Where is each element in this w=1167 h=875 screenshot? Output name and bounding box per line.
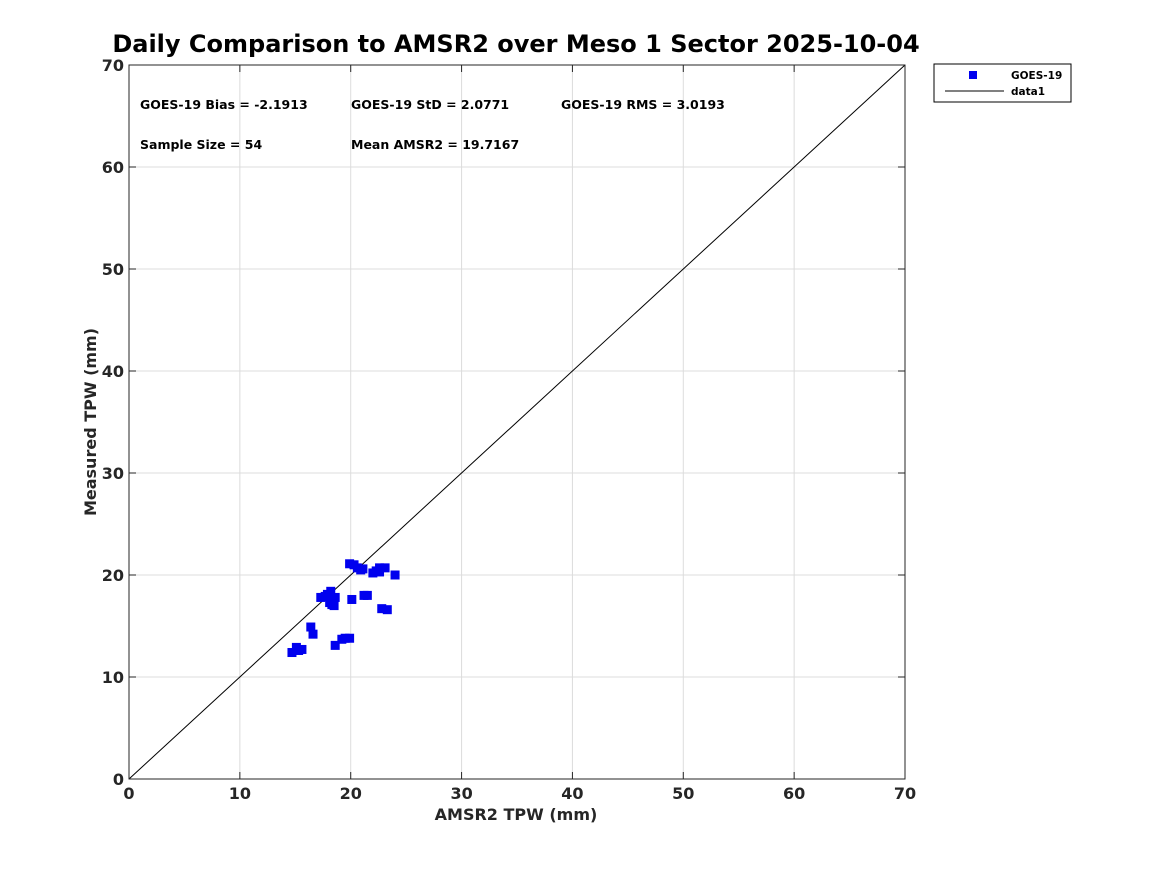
data-point [345, 633, 355, 643]
y-tick-label: 10 [102, 668, 124, 687]
legend-label-goes19: GOES-19 [1011, 70, 1062, 82]
data-point [380, 563, 390, 573]
data-point [326, 586, 336, 596]
data1-line [128, 64, 906, 780]
y-tick-label: 50 [102, 260, 124, 279]
data-point [330, 640, 340, 650]
y-tick-label: 70 [102, 56, 124, 75]
data-point [362, 590, 372, 600]
tick-labels: 0 10 20 30 40 50 60 70 0 10 20 30 40 50 60 70 [102, 56, 916, 803]
legend-box [933, 63, 1072, 103]
data-point [329, 601, 339, 611]
data-point [390, 570, 400, 580]
legend-label-data1: data1 [1011, 86, 1045, 98]
x-tick-label: 70 [894, 784, 916, 803]
data-point [297, 644, 307, 654]
y-tick-label: 40 [102, 362, 124, 381]
data-point [306, 622, 316, 632]
data-point [358, 564, 368, 574]
data-point [330, 592, 340, 602]
x-tick-label: 30 [450, 784, 472, 803]
annotation-bias: GOES-19 Bias = -2.1913 [140, 97, 308, 112]
data-point [377, 604, 387, 614]
stats-annotations: GOES-19 Bias = -2.1913 GOES-19 StD = 2.0… [140, 97, 725, 152]
data-point [308, 629, 318, 639]
x-tick-label: 50 [672, 784, 694, 803]
legend-marker-goes19 [969, 71, 977, 79]
legend: GOES-19 data1 [933, 63, 1072, 103]
axes-box [128, 64, 906, 780]
annotation-mean-amsr2: Mean AMSR2 = 19.7167 [351, 137, 519, 152]
data-point [347, 594, 357, 604]
y-tick-label: 60 [102, 158, 124, 177]
data-point [287, 648, 297, 658]
x-tick-label: 40 [561, 784, 583, 803]
series-goes19 [287, 559, 400, 658]
x-tick-label: 60 [783, 784, 805, 803]
y-axis-label: Measured TPW (mm) [81, 328, 100, 516]
y-tick-label: 30 [102, 464, 124, 483]
annotation-sample-size: Sample Size = 54 [140, 137, 262, 152]
y-tick-label: 0 [113, 770, 124, 789]
x-tick-label: 20 [340, 784, 362, 803]
data-point [382, 605, 392, 615]
data-point [375, 563, 385, 573]
series-data1 [128, 64, 906, 780]
x-tick-label: 0 [123, 784, 134, 803]
axes [128, 64, 906, 780]
x-axis-label: AMSR2 TPW (mm) [435, 805, 598, 824]
annotation-rms: GOES-19 RMS = 3.0193 [561, 97, 725, 112]
annotation-std: GOES-19 StD = 2.0771 [351, 97, 509, 112]
y-tick-label: 20 [102, 566, 124, 585]
chart-title: Daily Comparison to AMSR2 over Meso 1 Se… [112, 30, 919, 58]
x-tick-label: 10 [229, 784, 251, 803]
